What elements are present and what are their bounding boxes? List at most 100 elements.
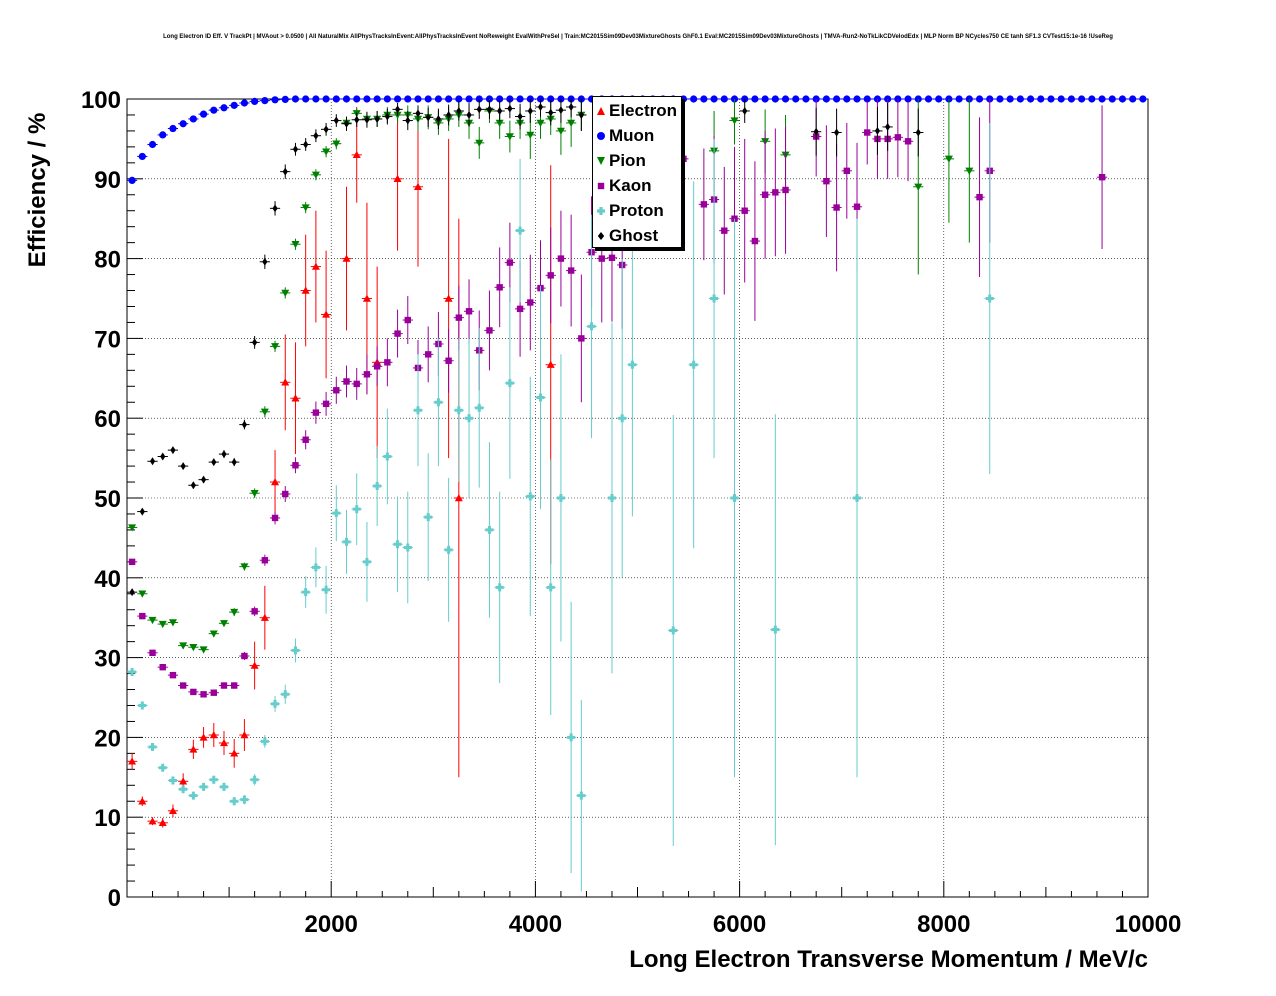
data-point — [496, 95, 504, 103]
legend-label: Muon — [609, 126, 655, 145]
data-point — [210, 689, 217, 696]
data-point — [138, 590, 147, 598]
data-point — [1037, 95, 1045, 103]
data-point — [1129, 95, 1137, 103]
data-point — [311, 171, 320, 179]
data-point — [282, 167, 288, 176]
data-point — [822, 95, 830, 103]
data-point — [138, 701, 147, 710]
data-point — [1108, 95, 1116, 103]
data-point — [567, 733, 576, 742]
data-point — [720, 95, 728, 103]
data-point — [578, 335, 585, 342]
data-point — [507, 104, 513, 113]
data-point — [435, 114, 442, 123]
data-point — [189, 745, 198, 753]
data-point — [332, 140, 341, 148]
data-point — [455, 314, 463, 321]
data-point — [291, 394, 300, 402]
axes: 2000 4000 6000 8000 10000 0 10 20 30 40 50 60 70 80 90… — [81, 87, 1181, 938]
data-point — [567, 119, 576, 127]
data-point — [1016, 95, 1024, 103]
data-point — [771, 625, 780, 634]
data-point — [454, 494, 463, 502]
data-point — [221, 450, 227, 459]
data-point — [179, 682, 187, 689]
data-point — [486, 105, 493, 114]
data-point — [1088, 95, 1096, 103]
data-point — [272, 204, 278, 213]
data-point — [1078, 95, 1086, 103]
data-point — [710, 294, 719, 303]
data-point — [302, 95, 310, 103]
data-point — [618, 414, 627, 423]
data-point — [526, 131, 535, 139]
data-point — [833, 128, 840, 137]
data-point — [546, 583, 555, 592]
legend-label: Proton — [609, 201, 664, 220]
data-point — [301, 588, 310, 597]
data-point — [230, 101, 238, 109]
data-point — [444, 294, 453, 302]
data-point — [700, 201, 708, 208]
data-point — [362, 557, 371, 566]
data-point — [454, 406, 463, 415]
data-point — [476, 105, 482, 114]
data-point — [148, 616, 157, 625]
data-point — [353, 95, 361, 103]
data-point — [199, 646, 208, 654]
data-point — [281, 95, 289, 103]
data-point — [209, 731, 218, 739]
data-point — [220, 682, 228, 689]
data-point — [1026, 95, 1035, 103]
data-point — [853, 494, 862, 502]
data-point — [353, 380, 360, 388]
data-point — [690, 95, 698, 103]
data-point — [373, 363, 381, 370]
data-point — [342, 95, 351, 103]
legend-label: Kaon — [609, 176, 652, 195]
data-point — [179, 642, 188, 650]
data-point — [231, 682, 238, 689]
data-point — [251, 608, 258, 615]
data-point — [301, 204, 310, 212]
data-point — [915, 128, 921, 137]
data-point — [322, 95, 330, 103]
data-point — [527, 106, 533, 115]
data-point — [241, 420, 248, 429]
y-tick-label: 80 — [94, 247, 121, 274]
data-point — [823, 177, 830, 185]
data-point — [413, 406, 422, 415]
data-point — [312, 409, 320, 416]
data-point — [169, 671, 177, 679]
data-point — [261, 96, 269, 105]
data-point — [384, 359, 391, 366]
data-point — [250, 661, 259, 669]
data-point — [955, 95, 963, 103]
data-point — [313, 131, 319, 140]
data-point — [189, 115, 197, 123]
data-point — [240, 563, 249, 571]
data-point — [914, 183, 923, 191]
data-point — [444, 545, 453, 554]
data-point — [843, 167, 851, 175]
data-point — [546, 360, 555, 368]
data-point — [250, 490, 259, 498]
data-point — [924, 95, 933, 103]
data-point — [158, 763, 167, 772]
data-point — [262, 257, 268, 266]
data-point — [1118, 95, 1127, 103]
data-point — [148, 742, 157, 751]
data-point — [230, 608, 239, 617]
data-point — [885, 122, 891, 131]
data-point — [944, 155, 953, 163]
data-point — [587, 322, 596, 331]
data-point — [291, 95, 300, 103]
data-point — [260, 613, 269, 621]
data-point — [434, 398, 443, 407]
data-point — [445, 95, 453, 103]
data-point — [179, 785, 188, 794]
data-point — [415, 109, 421, 118]
data-point — [424, 95, 432, 103]
data-point — [271, 478, 280, 486]
